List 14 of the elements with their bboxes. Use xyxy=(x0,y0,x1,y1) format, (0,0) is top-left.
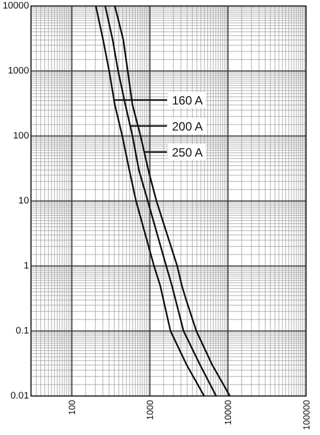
x-tick-label: 1000 xyxy=(145,400,156,420)
x-tick-label: 10000 xyxy=(223,400,234,426)
y-tick-label: 0.1 xyxy=(16,326,29,336)
x-tick-label: 100 xyxy=(67,400,78,416)
x-tick-label: 100000 xyxy=(301,400,312,430)
y-tick-label: 1 xyxy=(24,260,29,272)
legend-label: 200 A xyxy=(172,120,203,134)
y-tick-label: 10 xyxy=(18,196,29,206)
y-tick-label: 0.01 xyxy=(10,390,29,402)
y-tick-label: 100 xyxy=(13,130,29,142)
legend-label: 160 A xyxy=(172,94,203,108)
y-tick-label: 1000 xyxy=(8,66,29,76)
y-tick-label: 10000 xyxy=(2,0,29,12)
legend-label: 250 A xyxy=(172,146,203,160)
